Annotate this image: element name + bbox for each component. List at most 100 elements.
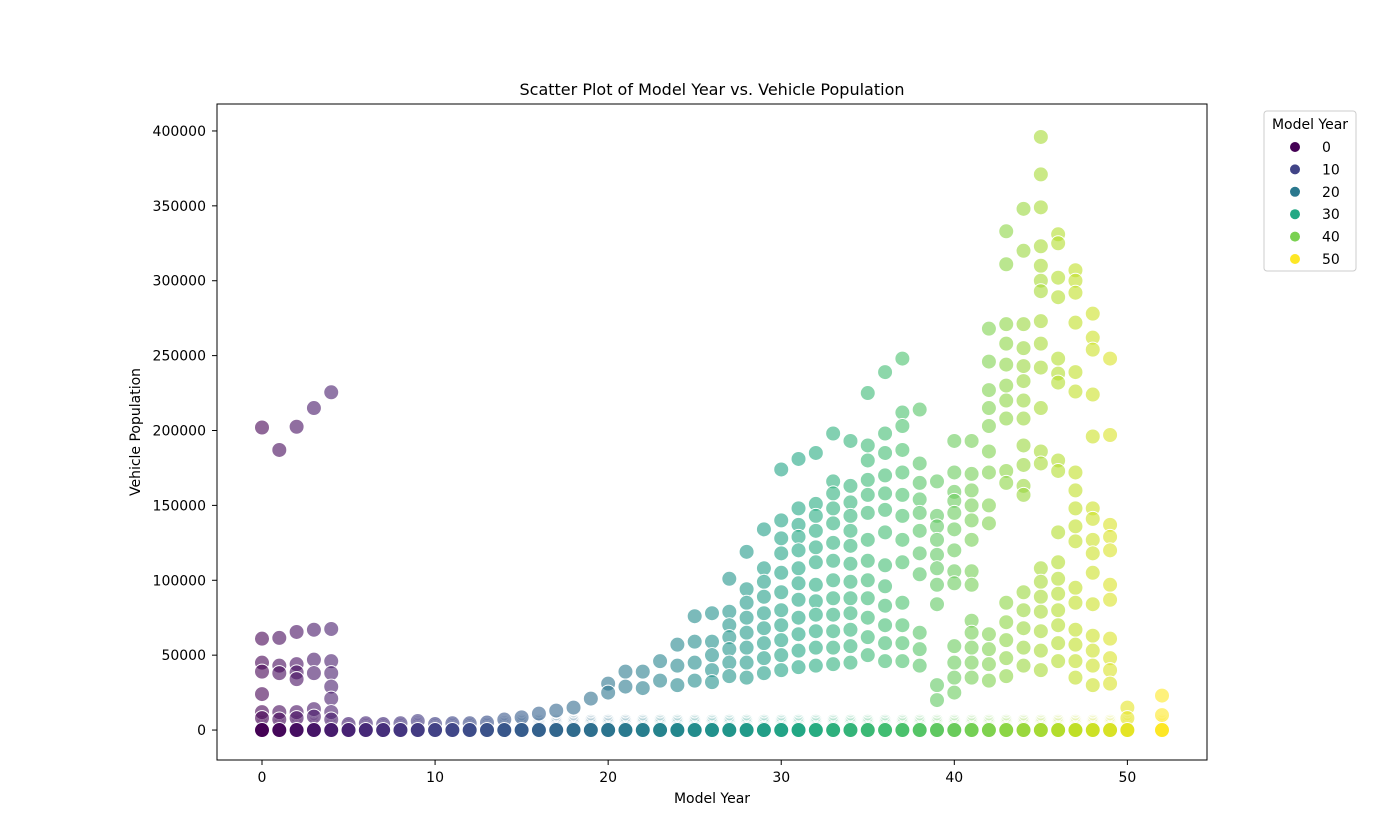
data-point (825, 552, 842, 569)
data-point (825, 500, 842, 517)
data-point (963, 563, 980, 580)
data-point (998, 316, 1015, 333)
data-point (721, 603, 738, 620)
legend-marker (1290, 231, 1300, 242)
data-point (773, 564, 790, 581)
zero-point (911, 722, 928, 739)
data-point (1032, 283, 1049, 300)
data-point (894, 441, 911, 458)
data-point (877, 617, 894, 634)
data-point (773, 602, 790, 619)
data-point (998, 594, 1015, 611)
data-point (825, 590, 842, 607)
data-point (894, 464, 911, 481)
data-point (1032, 560, 1049, 577)
data-point (1102, 426, 1119, 443)
zero-point (565, 722, 582, 739)
data-point (1084, 305, 1101, 322)
zero-point (392, 722, 409, 739)
data-point (998, 632, 1015, 649)
data-point (998, 392, 1015, 409)
data-point (305, 651, 322, 668)
zero-point (669, 722, 686, 739)
data-point (980, 400, 997, 417)
data-point (1032, 166, 1049, 183)
data-point (877, 444, 894, 461)
plot-frame (216, 103, 1208, 761)
data-point (946, 638, 963, 655)
data-point (1050, 554, 1067, 571)
data-point (946, 575, 963, 592)
zero-point (254, 722, 270, 739)
zero-point (323, 722, 340, 739)
data-point (1032, 313, 1049, 330)
data-point (1032, 455, 1049, 472)
zero-point (842, 722, 859, 739)
zero-point (496, 722, 513, 739)
data-point (894, 594, 911, 611)
data-point (323, 384, 340, 401)
zero-point (1015, 722, 1032, 739)
data-point (877, 425, 894, 442)
data-point (686, 608, 703, 625)
data-point (790, 626, 807, 643)
data-point (790, 500, 807, 517)
data-point (998, 650, 1015, 667)
data-point (842, 621, 859, 638)
data-point (946, 542, 963, 559)
data-point (929, 518, 945, 535)
data-point (807, 593, 824, 610)
data-point (963, 639, 980, 656)
data-point (946, 432, 963, 449)
zero-point (738, 722, 755, 739)
zero-point (1050, 722, 1067, 739)
data-point (773, 545, 790, 562)
data-point (669, 677, 686, 694)
data-point (894, 486, 911, 503)
data-point (773, 512, 790, 529)
data-point (877, 597, 894, 614)
data-point (1015, 584, 1032, 601)
chart-title: Scatter Plot of Model Year vs. Vehicle P… (520, 80, 905, 99)
data-point (929, 560, 945, 577)
data-point (1084, 341, 1101, 358)
data-point (305, 621, 322, 638)
data-point (980, 353, 997, 370)
zero-point (427, 722, 444, 739)
data-point (1084, 531, 1101, 548)
data-point (980, 320, 997, 337)
legend-marker (1290, 186, 1300, 197)
data-point (305, 708, 322, 725)
data-point (288, 671, 305, 688)
data-point (998, 256, 1015, 273)
data-point (1050, 289, 1067, 306)
zero-point (479, 722, 495, 739)
data-point (946, 504, 963, 521)
data-point (1102, 591, 1119, 608)
legend: Model Year 0 10 20 30 40 50 (1263, 110, 1357, 272)
data-point (825, 485, 842, 502)
data-point (530, 705, 547, 722)
data-point (1015, 340, 1032, 357)
data-point (1015, 316, 1032, 333)
data-point (807, 507, 824, 524)
data-point (963, 482, 980, 499)
zero-point (530, 722, 547, 739)
data-point (790, 575, 807, 592)
zero-point (652, 722, 669, 739)
data-point (1032, 662, 1049, 679)
data-point (634, 680, 651, 697)
data-point (911, 545, 928, 562)
data-point (859, 609, 876, 626)
y-tick-label: 200000 (153, 424, 206, 440)
data-point (911, 491, 928, 508)
data-point (1050, 602, 1067, 619)
data-point (1084, 677, 1101, 694)
y-axis: 0 50000 100000 150000 200000 250000 300000 3500… (153, 124, 217, 739)
data-point (998, 474, 1015, 491)
data-point (1067, 594, 1084, 611)
data-point (877, 364, 894, 381)
data-point (842, 638, 859, 655)
data-point (288, 623, 305, 640)
data-point (704, 605, 720, 622)
